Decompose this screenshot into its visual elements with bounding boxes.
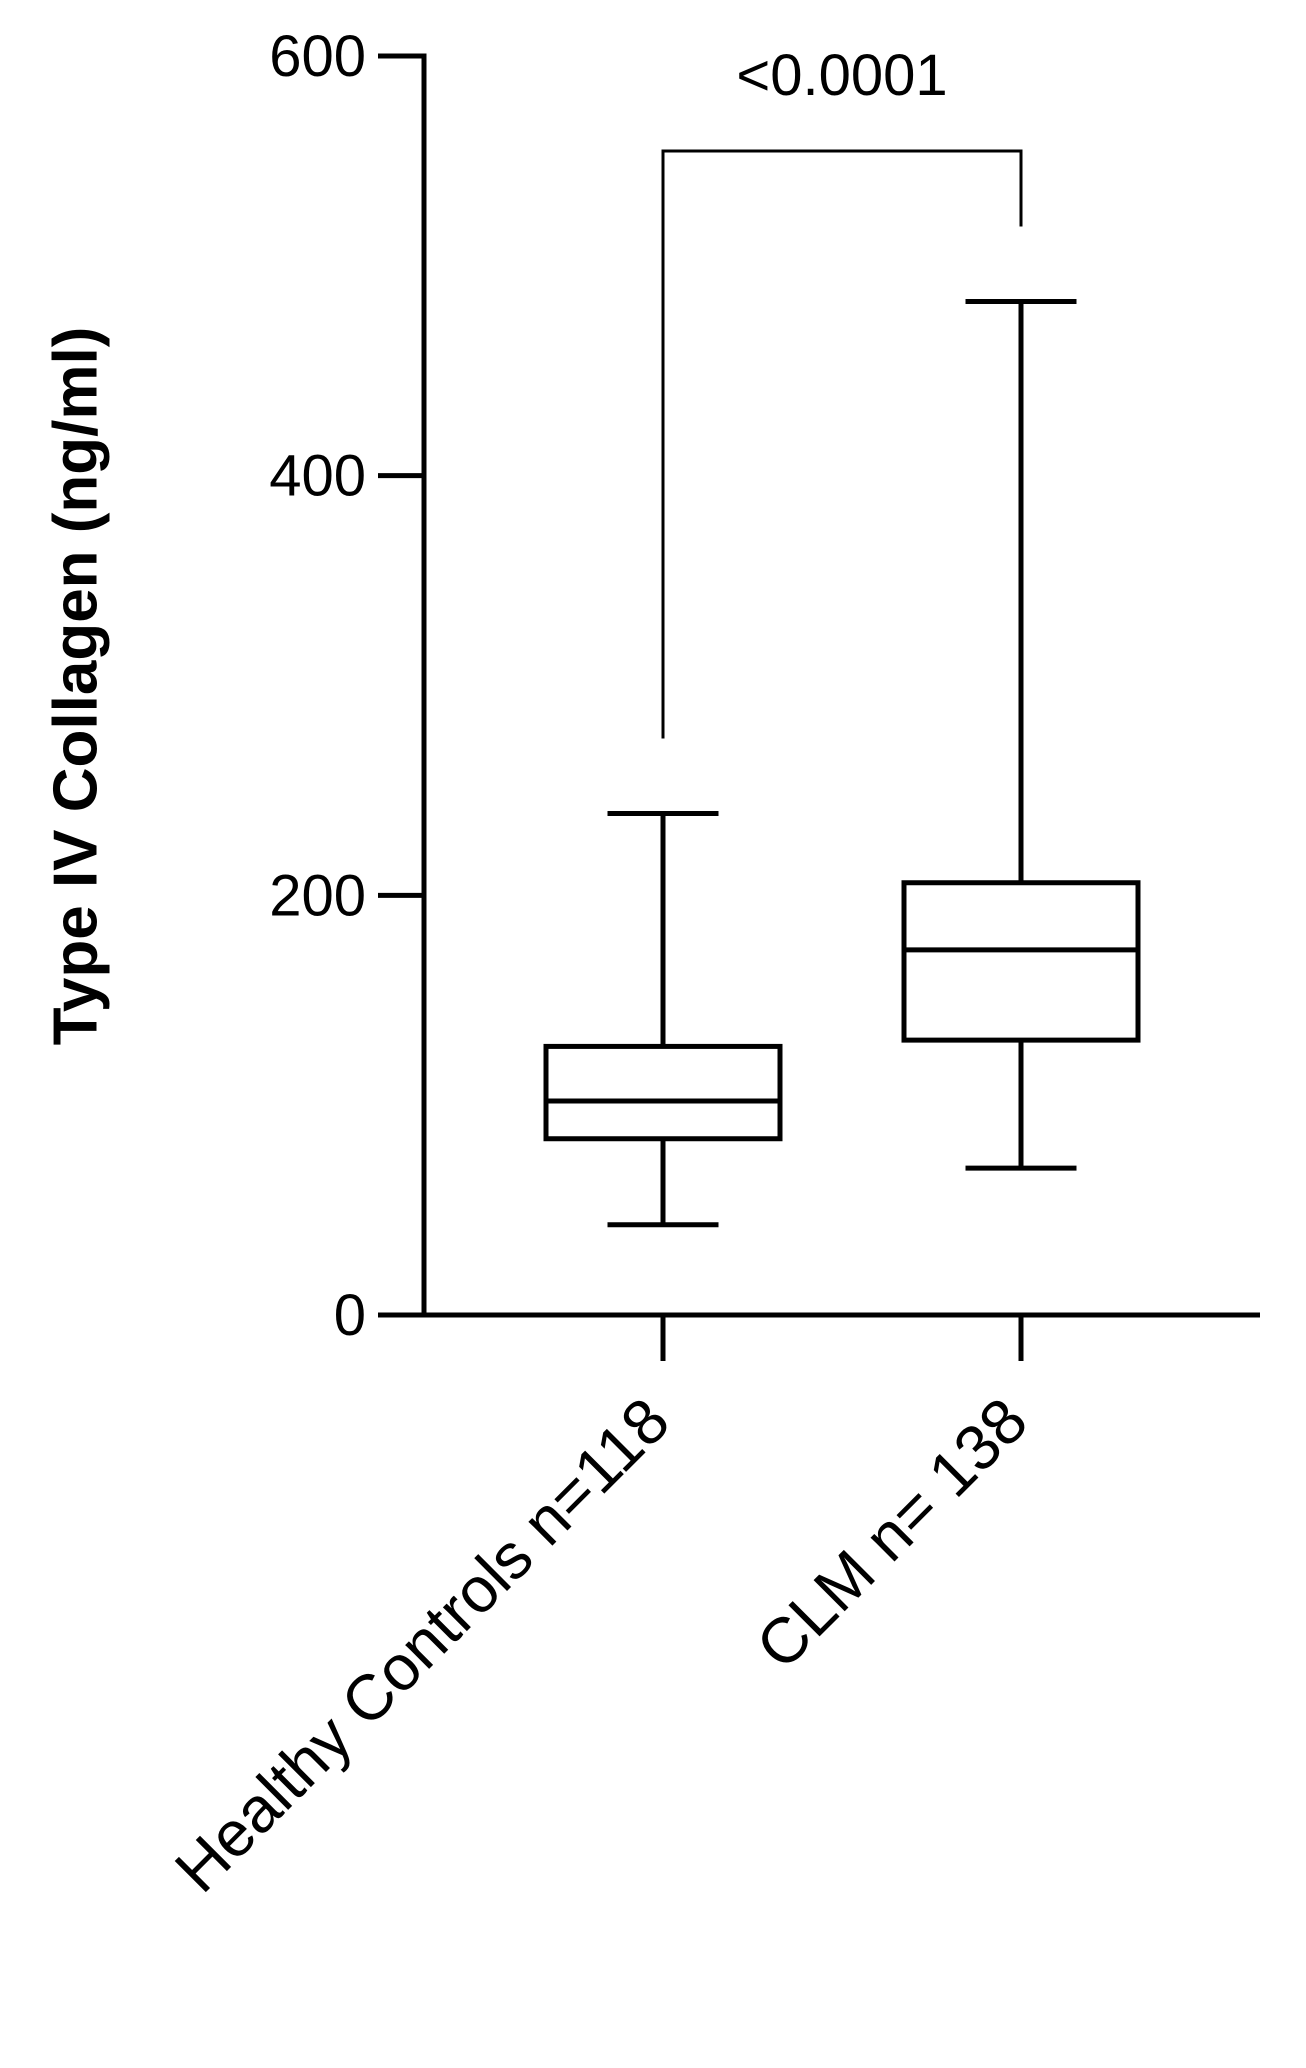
box xyxy=(901,880,1141,1043)
box xyxy=(543,1043,783,1142)
y-axis-label: Type IV Collagen (ng/ml) xyxy=(41,327,110,1046)
y-tick-label: 400 xyxy=(269,444,366,509)
y-tick-label: 200 xyxy=(269,863,366,928)
x-tick-label: CLM n= 138 xyxy=(742,1384,1041,1683)
y-tick-label: 600 xyxy=(269,24,366,89)
significance-bracket xyxy=(661,149,1023,739)
y-tick-label: 0 xyxy=(334,1283,366,1348)
significance-label: <0.0001 xyxy=(736,43,947,108)
x-tick-label: Healthy Controls n=118 xyxy=(161,1384,683,1906)
